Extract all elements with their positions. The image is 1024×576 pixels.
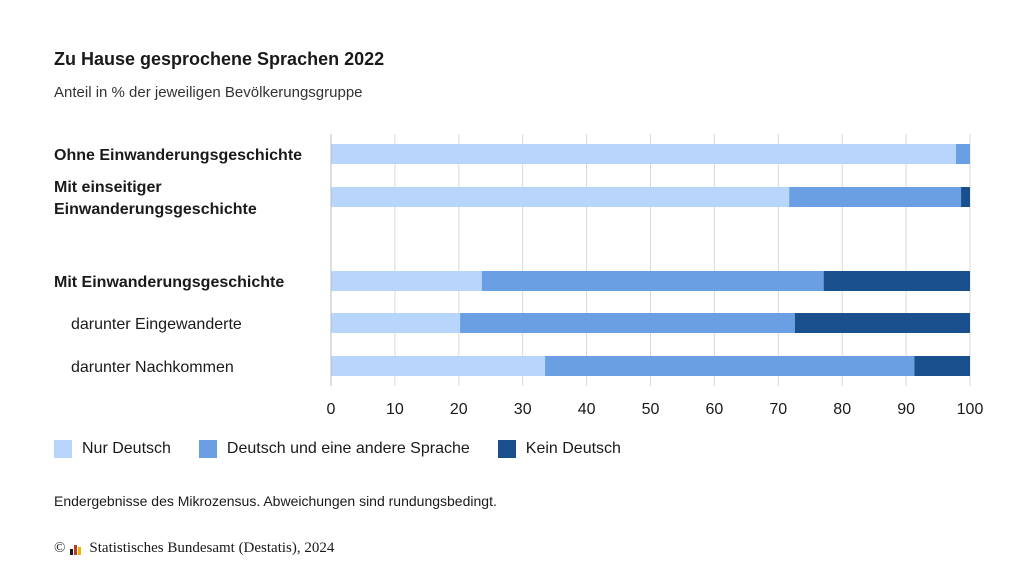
- legend-label-kein-deutsch: Kein Deutsch: [525, 440, 621, 457]
- x-tick-label: 80: [833, 401, 851, 418]
- bar-deutsch-andere-2: [481, 271, 824, 291]
- bar-kein-deutsch-1: [961, 187, 970, 207]
- chart-title: Zu Hause gesprochene Sprachen 2022: [54, 49, 385, 69]
- x-tick-label: 20: [450, 401, 468, 418]
- x-tick-label: 60: [706, 401, 724, 418]
- bar-deutsch-andere-3: [460, 313, 795, 333]
- category-label-line: Ohne Einwanderungsgeschichte: [54, 147, 302, 164]
- bar-nur-deutsch-1: [331, 187, 790, 207]
- category-label-line: Einwanderungsgeschichte: [54, 201, 257, 218]
- legend-label-deutsch-andere: Deutsch und eine andere Sprache: [226, 440, 470, 457]
- x-tick-label: 10: [386, 401, 404, 418]
- copyright-symbol: ©: [54, 540, 66, 556]
- legend-swatch-kein-deutsch: [497, 440, 516, 458]
- x-tick-label: 30: [514, 401, 532, 418]
- category-label-line: Mit einseitiger: [54, 179, 162, 196]
- chart-subtitle: Anteil in % der jeweiligen Bevölkerungsg…: [54, 84, 363, 101]
- legend-label-nur-deutsch: Nur Deutsch: [82, 440, 171, 457]
- bar-deutsch-andere-0: [955, 144, 970, 164]
- legend-item-deutsch-andere: Deutsch und eine andere Sprache: [198, 440, 470, 458]
- legend-item-nur-deutsch: Nur Deutsch: [54, 440, 171, 458]
- category-label: Mit einseitiger Einwanderungsgeschichte: [54, 179, 257, 218]
- bar-kein-deutsch-2: [823, 271, 970, 291]
- bar-nur-deutsch-3: [331, 313, 461, 333]
- x-tick-label: 40: [578, 401, 596, 418]
- category-label: Ohne Einwanderungsgeschichte: [54, 147, 302, 164]
- x-tick-label: 90: [897, 401, 915, 418]
- category-label-line: Mit Einwanderungsgeschichte: [54, 274, 284, 291]
- chart-footnote: Endergebnisse des Mikrozensus. Abweichun…: [54, 493, 497, 509]
- destatis-logo-icon: [70, 543, 84, 555]
- x-tick-label: 0: [327, 401, 336, 418]
- bar-nur-deutsch-2: [331, 271, 482, 291]
- legend-item-kein-deutsch: Kein Deutsch: [497, 440, 621, 458]
- category-label-line: darunter Eingewanderte: [71, 316, 242, 333]
- x-tick-label: 100: [957, 401, 984, 418]
- chart-legend: Nur Deutsch Deutsch und eine andere Spra…: [54, 440, 621, 458]
- x-tick-label: 70: [769, 401, 787, 418]
- bar-nur-deutsch-4: [331, 356, 546, 376]
- bar-deutsch-andere-1: [789, 187, 962, 207]
- bar-nur-deutsch-0: [331, 144, 956, 164]
- category-label: darunter Eingewanderte: [71, 316, 242, 333]
- source-text: Statistisches Bundesamt (Destatis), 2024: [89, 540, 335, 556]
- legend-swatch-deutsch-andere: [198, 440, 217, 458]
- legend-swatch-nur-deutsch: [54, 440, 72, 458]
- category-label-line: darunter Nachkommen: [71, 359, 234, 376]
- bar-deutsch-andere-4: [545, 356, 915, 376]
- bar-kein-deutsch-4: [914, 356, 970, 376]
- category-label: Mit Einwanderungsgeschichte: [54, 274, 284, 291]
- category-label: darunter Nachkommen: [71, 359, 234, 376]
- source-line: © Statistisches Bundesamt (Destatis), 20…: [54, 540, 334, 557]
- stacked-bar-chart: 0 10 20 30 40 50 60 70 80 90 100 Ohne Einwanderungs…: [54, 134, 984, 418]
- bar-kein-deutsch-3: [794, 313, 970, 333]
- x-tick-label: 50: [642, 401, 660, 418]
